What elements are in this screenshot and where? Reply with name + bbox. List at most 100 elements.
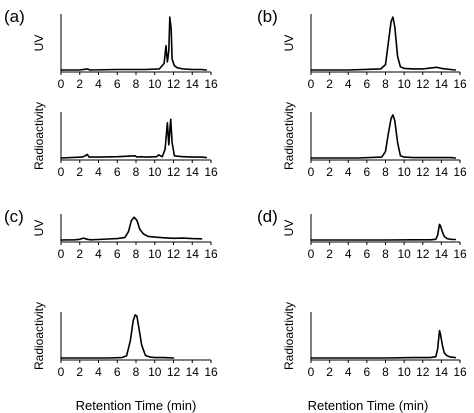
y-axis-label: Radioactivity <box>282 302 296 370</box>
x-tick-label: 14 <box>186 247 200 261</box>
x-tick-label: 0 <box>308 165 315 179</box>
trace-line <box>310 223 457 241</box>
x-tick-label: 4 <box>345 365 352 379</box>
x-tick-label: 8 <box>133 247 140 261</box>
x-tick-label: 4 <box>345 247 352 261</box>
x-tick-label: 6 <box>364 77 371 91</box>
x-tick-label: 12 <box>167 247 181 261</box>
trace-line <box>310 329 457 359</box>
x-tick-label: 12 <box>167 165 181 179</box>
x-tick-label: 16 <box>204 365 218 379</box>
x-tick-label: 12 <box>416 77 430 91</box>
trace-line <box>310 16 457 71</box>
x-tick-label: 8 <box>133 77 140 91</box>
trace-line <box>60 314 175 359</box>
trace-line <box>60 216 203 241</box>
x-tick-label: 8 <box>133 365 140 379</box>
x-tick-label: 8 <box>133 165 140 179</box>
x-tick-label: 10 <box>397 165 411 179</box>
subplot-radioactivity: 0 2 4 6 8 10 12 14 16 Radioactivity <box>32 302 218 379</box>
x-tick-label: 2 <box>326 365 333 379</box>
y-axis-label: Radioactivity <box>32 302 46 370</box>
x-tick-label: 4 <box>345 165 352 179</box>
y-axis-label: UV <box>282 35 296 52</box>
x-tick-label: 16 <box>453 165 467 179</box>
x-tick-label: 4 <box>95 77 102 91</box>
x-tick-label: 14 <box>435 165 449 179</box>
x-axis-label-left: Retention Time (min) <box>76 398 197 413</box>
x-tick-label: 14 <box>186 365 200 379</box>
x-tick-label: 2 <box>76 247 83 261</box>
x-tick-label: 2 <box>76 365 83 379</box>
subplot-radioactivity: 0 2 4 6 8 10 12 14 16 Radioactivity <box>32 102 218 179</box>
panel-label: (a) <box>4 7 25 26</box>
x-tick-label: 6 <box>114 77 121 91</box>
panel-label: (c) <box>4 207 24 226</box>
x-tick-label: 10 <box>397 247 411 261</box>
x-tick-label: 2 <box>326 77 333 91</box>
x-tick-label: 0 <box>58 77 65 91</box>
x-tick-label: 4 <box>95 165 102 179</box>
x-tick-label: 0 <box>308 365 315 379</box>
x-tick-label: 10 <box>397 365 411 379</box>
x-tick-label: 12 <box>416 365 430 379</box>
x-tick-label: 12 <box>167 77 181 91</box>
x-tick-label: 6 <box>114 365 121 379</box>
x-tick-label: 14 <box>435 365 449 379</box>
x-tick-label: 6 <box>114 165 121 179</box>
x-tick-label: 6 <box>364 365 371 379</box>
x-tick-label: 0 <box>308 77 315 91</box>
x-tick-label: 0 <box>58 247 65 261</box>
x-axis-label-right: Retention Time (min) <box>308 398 429 413</box>
x-tick-label: 0 <box>308 247 315 261</box>
x-tick-label: 10 <box>397 77 411 91</box>
x-tick-label: 6 <box>364 247 371 261</box>
x-tick-label: 2 <box>76 77 83 91</box>
x-tick-label: 12 <box>416 247 430 261</box>
trace-line <box>60 118 208 159</box>
x-tick-label: 16 <box>204 77 218 91</box>
trace-line <box>60 16 208 71</box>
x-tick-label: 0 <box>58 165 65 179</box>
x-tick-label: 16 <box>204 247 218 261</box>
y-axis-label: Radioactivity <box>282 102 296 170</box>
x-tick-label: 14 <box>186 165 200 179</box>
subplot-uv: 0 2 4 6 8 10 12 14 16 UV <box>32 214 218 261</box>
subplot-uv: 0 2 4 6 8 10 12 14 16 UV <box>282 214 467 261</box>
x-tick-label: 14 <box>435 77 449 91</box>
x-tick-label: 8 <box>382 365 389 379</box>
subplot-radioactivity: 0 2 4 6 8 10 12 14 16 Radioactivity <box>282 102 467 179</box>
x-tick-label: 12 <box>416 165 430 179</box>
x-tick-label: 16 <box>453 247 467 261</box>
y-axis-label: UV <box>32 220 46 237</box>
x-tick-label: 6 <box>114 247 121 261</box>
panel-label: (b) <box>257 7 278 26</box>
x-tick-label: 16 <box>453 365 467 379</box>
x-tick-label: 14 <box>435 247 449 261</box>
x-tick-label: 10 <box>148 77 162 91</box>
x-tick-label: 16 <box>204 165 218 179</box>
x-tick-label: 12 <box>167 365 181 379</box>
x-tick-label: 2 <box>326 165 333 179</box>
x-tick-label: 16 <box>453 77 467 91</box>
x-tick-label: 2 <box>326 247 333 261</box>
x-tick-label: 6 <box>364 165 371 179</box>
x-tick-label: 4 <box>345 77 352 91</box>
subplot-uv: 0 2 4 6 8 10 12 14 16 UV <box>282 14 467 91</box>
x-tick-label: 8 <box>382 165 389 179</box>
x-tick-label: 14 <box>186 77 200 91</box>
x-tick-label: 0 <box>58 365 65 379</box>
y-axis-label: UV <box>32 35 46 52</box>
x-tick-label: 4 <box>95 365 102 379</box>
subplot-uv: 0 2 4 6 8 10 12 14 16 UV <box>32 14 218 91</box>
trace-line <box>310 114 457 159</box>
y-axis-label: Radioactivity <box>32 102 46 170</box>
x-tick-label: 8 <box>382 77 389 91</box>
panel-label: (d) <box>257 207 278 226</box>
y-axis-label: UV <box>282 220 296 237</box>
